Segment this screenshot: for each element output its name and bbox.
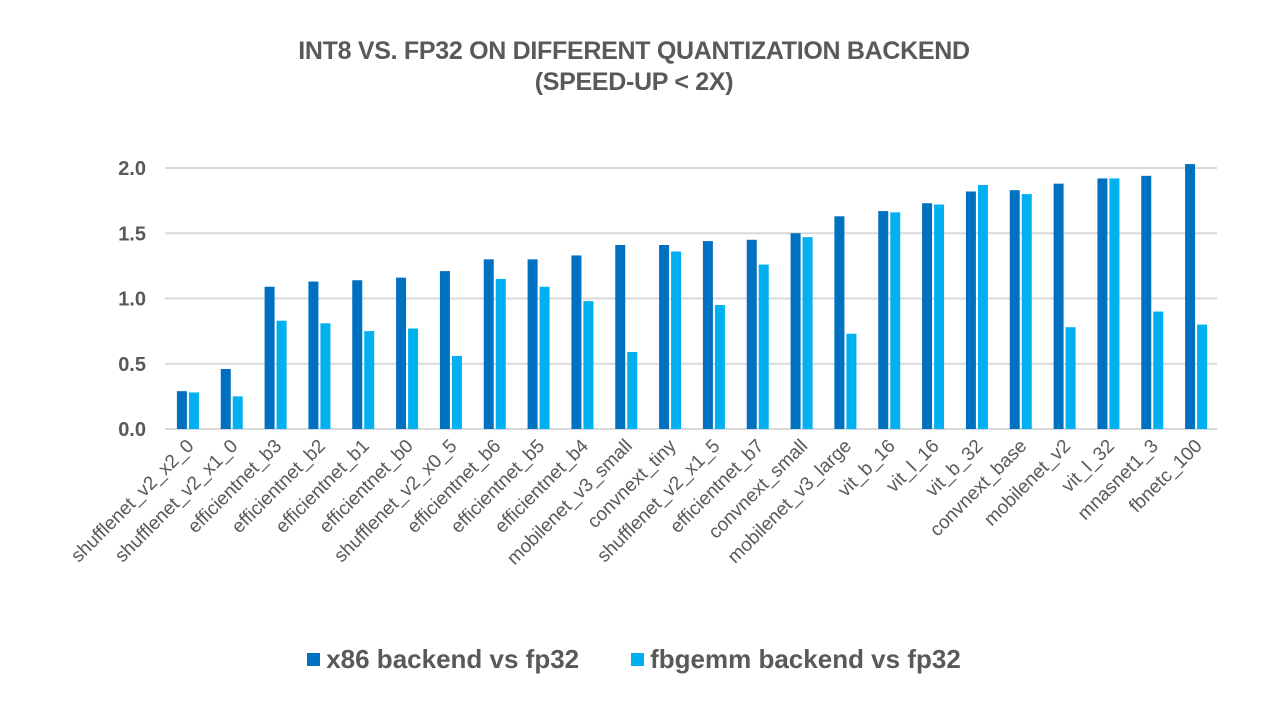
bar-fbgemm xyxy=(451,355,462,429)
bar-fbgemm xyxy=(802,237,813,429)
legend-swatch-x86 xyxy=(307,653,321,666)
legend-swatch-fbgemm xyxy=(631,653,645,666)
bar-fbgemm xyxy=(1109,178,1120,429)
bar-fbgemm xyxy=(1197,324,1208,429)
y-tick-label: 1.5 xyxy=(118,223,146,245)
bar-fbgemm xyxy=(364,331,375,429)
bar-x86 xyxy=(527,259,538,429)
bar-fbgemm xyxy=(495,278,506,429)
bar-fbgemm xyxy=(583,301,594,429)
bar-fbgemm xyxy=(1065,327,1076,429)
bar-x86 xyxy=(264,286,275,429)
bar-x86 xyxy=(702,241,713,429)
bar-x86 xyxy=(352,280,363,429)
bar-x86 xyxy=(790,233,801,429)
bar-fbgemm xyxy=(627,352,638,429)
chart-subtitle: (SPEED-UP < 2X) xyxy=(534,68,734,96)
chart-title-block: INT8 VS. FP32 ON DIFFERENT QUANTIZATION … xyxy=(0,36,1268,98)
bar-x86 xyxy=(1097,178,1108,429)
bar-fbgemm xyxy=(671,251,682,429)
bar-x86 xyxy=(615,244,626,429)
bar-x86 xyxy=(308,281,319,429)
bar-x86 xyxy=(176,391,187,429)
bar-x86 xyxy=(965,191,976,429)
bar-fbgemm xyxy=(232,396,243,429)
bar-fbgemm xyxy=(1021,194,1032,429)
bar-fbgemm xyxy=(276,320,287,429)
bar-x86 xyxy=(1009,190,1020,429)
bar-fbgemm xyxy=(977,184,988,429)
bar-x86 xyxy=(571,255,582,429)
bar-fbgemm xyxy=(758,264,769,429)
y-axis-labels: 0.0 0.5 1.0 1.5 2.0 xyxy=(118,158,146,441)
bar-fbgemm xyxy=(714,305,725,429)
y-tick-label: 0.5 xyxy=(118,354,146,376)
bar-x86 xyxy=(483,259,494,429)
bar-x86 xyxy=(1053,183,1064,429)
bar-fbgemm xyxy=(934,204,945,429)
legend: x86 backend vs fp32 fbgemm backend vs fp… xyxy=(0,644,1268,675)
bars xyxy=(176,164,1208,429)
bar-x86 xyxy=(922,203,933,429)
bar-x86 xyxy=(220,368,231,429)
y-tick-label: 2.0 xyxy=(118,158,146,180)
legend-item-fbgemm[interactable]: fbgemm backend vs fp32 xyxy=(631,644,961,675)
bar-fbgemm xyxy=(408,328,419,429)
bar-fbgemm xyxy=(320,323,331,429)
gridlines xyxy=(165,167,1217,430)
bar-fbgemm xyxy=(846,333,857,429)
y-tick-label: 0.0 xyxy=(118,419,146,441)
x-axis-labels: shufflenet_v2_x2_0shufflenet_v2_x1_0effi… xyxy=(67,435,1206,569)
y-tick-label: 1.0 xyxy=(118,289,146,311)
bar-x86 xyxy=(659,244,670,429)
chart-title: INT8 VS. FP32 ON DIFFERENT QUANTIZATION … xyxy=(298,37,970,65)
bar-x86 xyxy=(834,216,845,429)
bar-fbgemm xyxy=(188,392,199,429)
legend-label-x86: x86 backend vs fp32 xyxy=(326,644,580,674)
bar-x86 xyxy=(746,239,757,429)
bar-x86 xyxy=(396,277,407,429)
bar-x86 xyxy=(1185,164,1196,429)
bar-fbgemm xyxy=(890,212,901,429)
bar-x86 xyxy=(439,271,450,429)
bar-x86 xyxy=(1141,175,1152,429)
bar-x86 xyxy=(878,211,889,429)
bar-fbgemm xyxy=(1153,311,1164,429)
bar-fbgemm xyxy=(539,286,550,429)
legend-label-fbgemm: fbgemm backend vs fp32 xyxy=(650,644,961,674)
legend-item-x86[interactable]: x86 backend vs fp32 xyxy=(307,644,579,675)
